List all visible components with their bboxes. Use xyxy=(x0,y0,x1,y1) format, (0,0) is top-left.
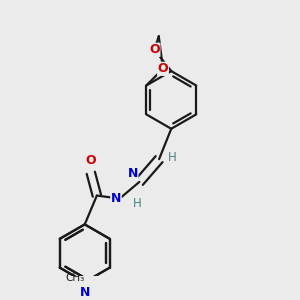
Text: CH₃: CH₃ xyxy=(66,273,85,283)
Text: O: O xyxy=(85,154,96,167)
Text: O: O xyxy=(158,62,168,75)
Text: O: O xyxy=(149,43,160,56)
Text: H: H xyxy=(168,151,177,164)
Text: N: N xyxy=(128,167,138,180)
Text: H: H xyxy=(133,196,142,210)
Text: N: N xyxy=(111,192,121,205)
Text: N: N xyxy=(80,286,90,299)
